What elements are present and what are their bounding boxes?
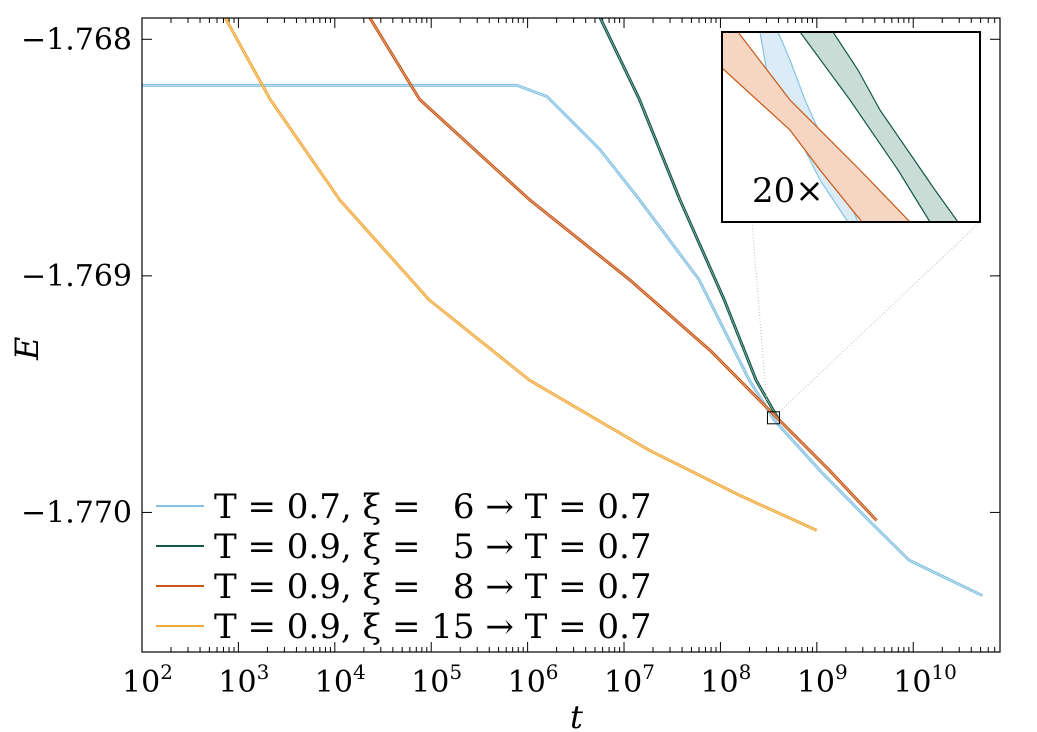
y-tick-label: −1.769 xyxy=(21,259,132,294)
legend-label-1: T = 0.9, ξ = 5 → T = 0.7 xyxy=(214,527,652,567)
plot-area: 102 103 104 105 106 107 108 109 1010 −1.768 −1.769… xyxy=(21,17,1001,700)
y-tick-label: −1.768 xyxy=(21,22,132,57)
x-tick-label: 105 xyxy=(411,660,462,700)
x-tick-label: 108 xyxy=(700,660,751,700)
x-tick-label: 102 xyxy=(122,660,173,700)
plot-frame xyxy=(141,17,1001,653)
legend-label-2: T = 0.9, ξ = 8 → T = 0.7 xyxy=(214,567,652,607)
inset-zoom-label: 20× xyxy=(752,171,824,211)
x-tick-label: 107 xyxy=(604,660,655,700)
series-band-2 xyxy=(369,18,877,521)
series-band-3 xyxy=(224,18,817,531)
y-axis-label: E xyxy=(8,337,46,361)
series-band-1 xyxy=(599,18,779,420)
inset-frame xyxy=(721,31,981,223)
y-tick-label: −1.770 xyxy=(21,495,132,530)
series-band-0 xyxy=(142,85,983,597)
x-tick-label: 109 xyxy=(797,660,848,700)
legend-label-0: T = 0.7, ξ = 6 → T = 0.7 xyxy=(214,487,652,527)
zoom-connector xyxy=(751,221,768,412)
x-axis-label: t xyxy=(570,698,583,732)
inset-band-green xyxy=(798,31,960,223)
x-tick-label: 106 xyxy=(508,660,559,700)
x-tick-label: 104 xyxy=(315,660,366,700)
x-tick-label: 1010 xyxy=(893,660,957,700)
series-group xyxy=(142,18,984,598)
zoom-connector xyxy=(779,221,981,413)
zoom-region-box xyxy=(766,411,780,425)
legend: T = 0.7, ξ = 6 → T = 0.7T = 0.9, ξ = 5 →… xyxy=(156,487,652,647)
legend-label-3: T = 0.9, ξ = 15 → T = 0.7 xyxy=(214,607,652,647)
inset-zoom: 20× xyxy=(721,31,981,425)
x-tick-label: 103 xyxy=(218,660,269,700)
